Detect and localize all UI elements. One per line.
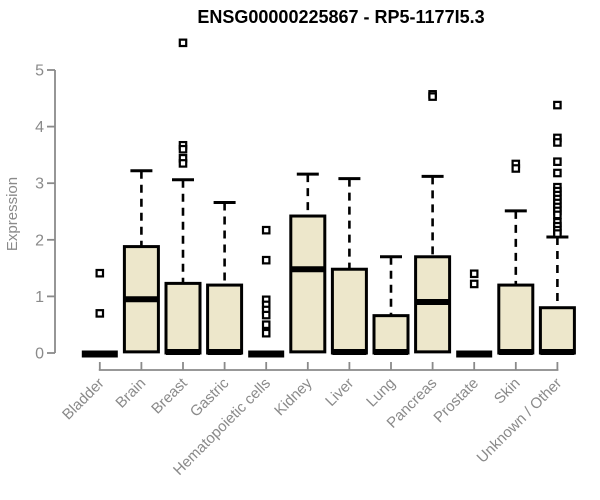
box-group (248, 225, 285, 358)
outlier-point (553, 210, 562, 220)
y-tick-label: 4 (35, 119, 44, 136)
y-tick-label: 3 (35, 176, 44, 193)
box-group (538, 100, 576, 355)
box (372, 314, 410, 355)
box-group (122, 169, 160, 354)
x-tick-label: Skin (491, 375, 524, 408)
y-tick-label: 5 (35, 63, 44, 80)
box-group (456, 269, 493, 358)
y-tick-label: 2 (35, 232, 44, 249)
outlier-point (178, 159, 188, 168)
outlier-point (261, 255, 271, 265)
outlier-point (469, 269, 479, 279)
y-tick-label: 1 (35, 289, 44, 306)
outlier-point (553, 168, 562, 178)
box-group (372, 255, 410, 355)
outlier-point (178, 144, 188, 154)
x-tick-label: Brain (112, 375, 149, 412)
outlier-point (428, 92, 437, 101)
box-group (414, 90, 452, 354)
x-tick-label: Kidney (271, 374, 316, 419)
box (206, 283, 244, 355)
box (497, 283, 535, 355)
box-group (497, 159, 535, 355)
box-group (164, 38, 202, 355)
outlier-point (511, 164, 521, 173)
box (538, 306, 576, 355)
x-tick-label: Liver (322, 375, 357, 410)
outlier-point (261, 225, 271, 235)
x-tick-label: Bladder (59, 375, 108, 424)
box (330, 267, 368, 355)
outlier-point (261, 310, 271, 320)
box-group (206, 200, 244, 355)
outlier-point (178, 38, 188, 48)
chart-title: ENSG00000225867 - RP5-1177I5.3 (197, 7, 484, 27)
outlier-point (95, 268, 105, 278)
collapsed-box (81, 350, 118, 358)
outlier-point (553, 157, 562, 166)
collapsed-box (456, 350, 493, 358)
box (289, 214, 327, 354)
outlier-point (553, 138, 562, 147)
box-group (289, 172, 327, 354)
outlier-point (553, 229, 562, 238)
plot-area (81, 38, 576, 358)
box-group (330, 177, 368, 355)
x-tick-label: Lung (363, 375, 399, 411)
outlier-point (469, 279, 479, 289)
box (164, 281, 202, 355)
box-group (81, 268, 118, 358)
outlier-point (261, 328, 271, 338)
y-tick-label: 0 (35, 346, 44, 363)
outlier-point (261, 320, 271, 330)
x-tick-label: Prostate (430, 375, 482, 427)
outlier-point (95, 309, 105, 318)
outlier-point (553, 100, 562, 110)
collapsed-box (248, 350, 285, 358)
x-tick-label: Breast (148, 374, 191, 417)
y-axis-label: Expression (4, 177, 21, 251)
